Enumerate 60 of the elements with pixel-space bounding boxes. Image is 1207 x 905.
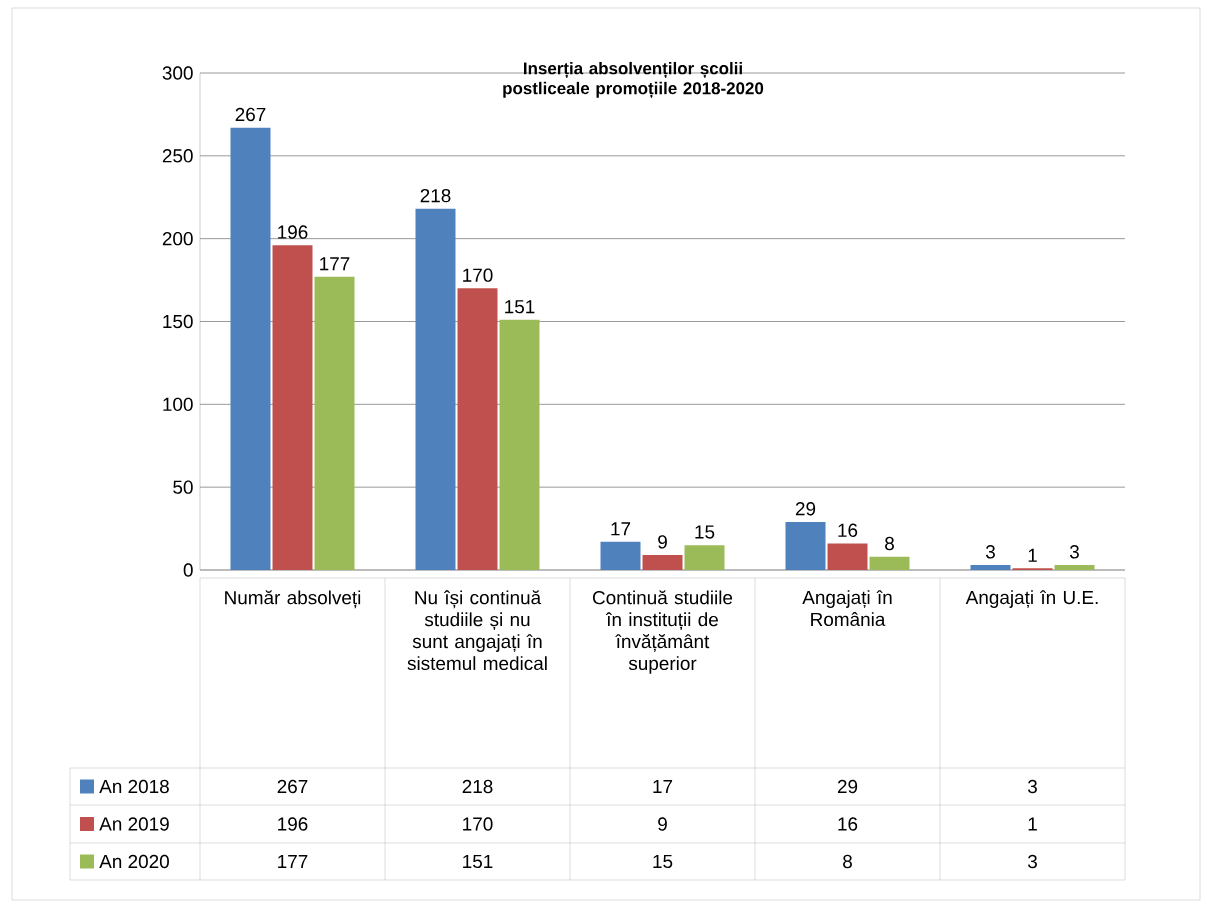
bar	[272, 245, 313, 570]
bar	[684, 545, 725, 570]
bar	[970, 565, 1011, 570]
x-tick-label: Continuă studiile în instituții de învățământ superior	[592, 590, 733, 674]
data-label: 218	[462, 779, 493, 794]
text: 29	[795, 502, 816, 516]
text: 16	[838, 523, 858, 537]
bar	[314, 276, 355, 570]
data-label: 17	[653, 779, 673, 794]
data-label: 15	[653, 854, 673, 869]
text: 3	[985, 545, 995, 559]
y-tick-label: 300	[162, 66, 193, 80]
text: 1	[1028, 548, 1037, 562]
text: 8	[885, 536, 894, 551]
data-label: 177	[278, 855, 308, 869]
data-label: 29	[837, 779, 858, 794]
text: 15	[695, 525, 715, 539]
bar	[785, 521, 826, 570]
text: 267	[235, 107, 266, 122]
data-label: 8	[843, 854, 852, 869]
text: 9	[658, 535, 667, 549]
text: 17	[611, 522, 631, 536]
x-tick-label: Nu își continuă studiile și nu sunt angajați în sistemul medical	[407, 590, 547, 671]
y-tick-label: 250	[162, 149, 193, 163]
bar	[457, 288, 498, 570]
text: 218	[420, 188, 451, 203]
text: 170	[463, 268, 493, 282]
data-label: 16	[838, 817, 858, 831]
data-label: 3	[1027, 779, 1037, 794]
bar	[869, 556, 910, 570]
data-label: 170	[463, 817, 493, 831]
x-tick-label: Angajați în U.E.	[965, 590, 1098, 608]
chart-title: Inserția absolvenților școlii postliceale promoțiile 2018-2020	[503, 61, 764, 99]
text: 3	[1069, 545, 1079, 559]
text: 196	[278, 225, 308, 239]
bar	[415, 208, 456, 570]
y-tick-label: 50	[173, 480, 193, 494]
x-tick-label: Angajați în România	[802, 590, 892, 627]
legend-label: An 2018	[99, 779, 169, 794]
y-tick-label: 150	[163, 314, 193, 329]
legend-label: An 2019	[99, 817, 169, 831]
bar	[642, 555, 683, 570]
y-tick-label: 200	[162, 231, 193, 246]
text: 177	[320, 257, 350, 271]
x-tick-label: Număr absolveți	[225, 590, 361, 609]
bar	[600, 541, 641, 570]
bar	[827, 543, 868, 570]
data-label: 9	[658, 817, 667, 831]
legend-label: An 2020	[99, 854, 169, 869]
bar	[230, 127, 271, 570]
bar	[1054, 565, 1095, 570]
data-label: 151	[463, 854, 493, 869]
data-label: 196	[278, 817, 308, 831]
text: 151	[505, 300, 535, 314]
data-label: 3	[1027, 854, 1037, 869]
y-tick-label: 0	[183, 563, 193, 577]
bar	[499, 319, 540, 570]
data-label: 1	[1028, 817, 1037, 831]
y-tick-label: 100	[163, 397, 193, 412]
data-label: 267	[277, 779, 308, 794]
